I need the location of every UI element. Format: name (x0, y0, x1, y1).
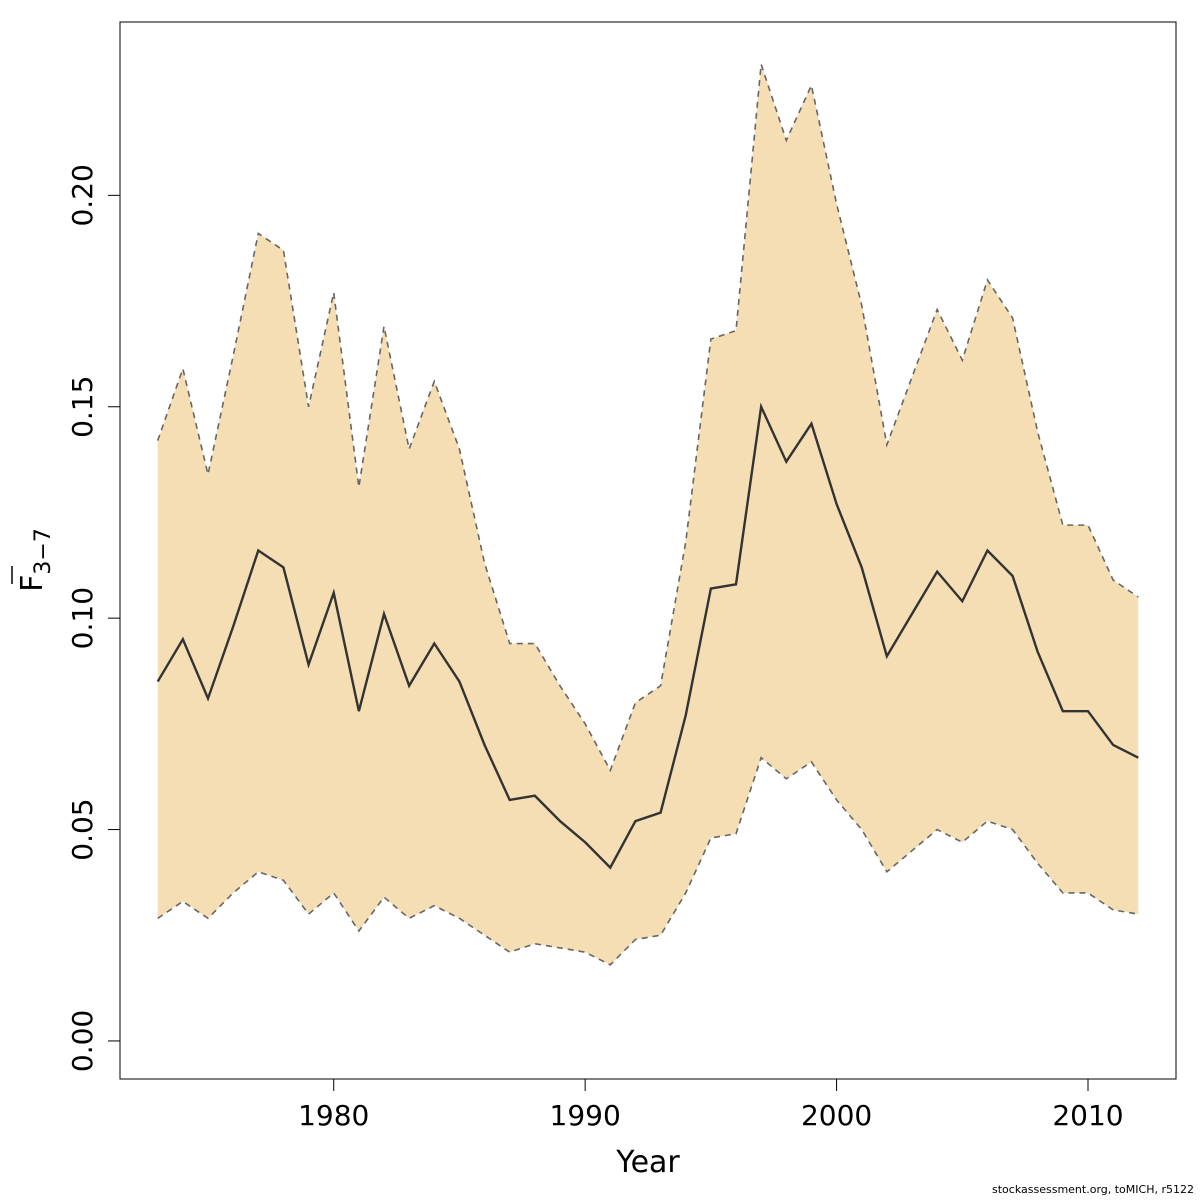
y-tick-label: 0.05 (66, 798, 99, 860)
lower-bound-line (157, 756, 1139, 966)
y-tick-label: 0.10 (66, 587, 99, 649)
y-axis-title: F3−7 (15, 528, 56, 592)
y-axis-title-main: F (15, 575, 50, 592)
estimate-line (156, 402, 1139, 870)
series-line-layer (156, 64, 1139, 966)
x-axis: 1980 1990 2000 2010 (298, 1078, 1124, 1132)
credit-text: stockassessment.org, toMICH, r5122 (992, 1183, 1194, 1196)
y-axis: 0.00 0.05 0.10 0.15 0.20 (66, 164, 121, 1072)
x-tick-label: 2000 (801, 1099, 872, 1132)
x-axis-title: Year (615, 1145, 680, 1180)
y-tick-label: 0.00 (66, 1010, 99, 1072)
upper-bound-line (156, 64, 1139, 773)
confidence-band-layer (157, 64, 1139, 965)
x-tick-label: 2010 (1052, 1099, 1123, 1132)
y-tick-label: 0.15 (66, 376, 99, 438)
confidence-band (157, 64, 1139, 965)
x-tick-label: 1980 (298, 1099, 369, 1132)
y-axis-title-subscript: 3−7 (31, 528, 56, 574)
x-tick-label: 1990 (550, 1099, 621, 1132)
y-tick-label: 0.20 (66, 164, 99, 226)
